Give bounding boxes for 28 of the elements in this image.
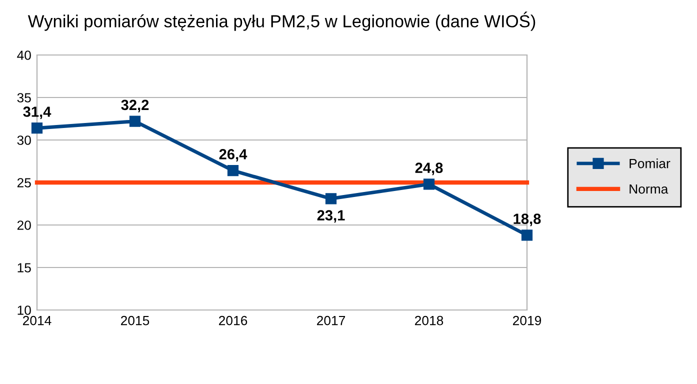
x-tick-label: 2016	[218, 316, 248, 326]
data-label: 24,8	[415, 162, 443, 176]
point	[423, 178, 435, 190]
x-tick-label: 2019	[512, 316, 542, 326]
chart-title: Wyniki pomiarów stężenia pyłu PM2,5 w Legionowie (dane WIOŚ)	[28, 12, 536, 31]
point	[31, 122, 43, 134]
x-tick-label: 2015	[120, 316, 150, 326]
y-tick-label: 25	[17, 178, 31, 188]
data-label: 23,1	[317, 210, 345, 223]
point	[129, 116, 141, 127]
point	[521, 230, 533, 241]
data-label: 32,2	[121, 100, 149, 112]
y-tick-label: 35	[17, 93, 31, 102]
legend-label: Norma	[630, 184, 668, 194]
point	[227, 165, 239, 176]
point	[325, 193, 337, 204]
x-tick-label: 2017	[316, 316, 346, 326]
data-label: 31,4	[23, 106, 52, 119]
data-label: 18,8	[514, 214, 541, 226]
x-tick-label: 2018	[414, 316, 444, 326]
y-tick-label: 40	[17, 50, 31, 60]
data-label: 26,4	[219, 149, 248, 162]
y-tick-label: 15	[18, 263, 31, 272]
x-tick-label: 2014	[22, 316, 52, 326]
y-tick-label: 10	[18, 306, 31, 315]
y-tick-label: 30	[17, 136, 31, 145]
y-tick-label: 20	[17, 220, 31, 230]
legend-label: Pomiar	[630, 158, 670, 168]
